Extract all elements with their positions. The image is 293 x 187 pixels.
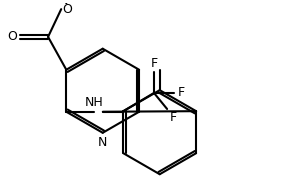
Text: F: F [177, 86, 185, 99]
Text: F: F [169, 111, 176, 124]
Text: F: F [150, 57, 158, 70]
Text: N: N [98, 136, 108, 149]
Text: O: O [63, 3, 73, 16]
Text: NH: NH [85, 96, 103, 109]
Text: O: O [8, 30, 17, 43]
